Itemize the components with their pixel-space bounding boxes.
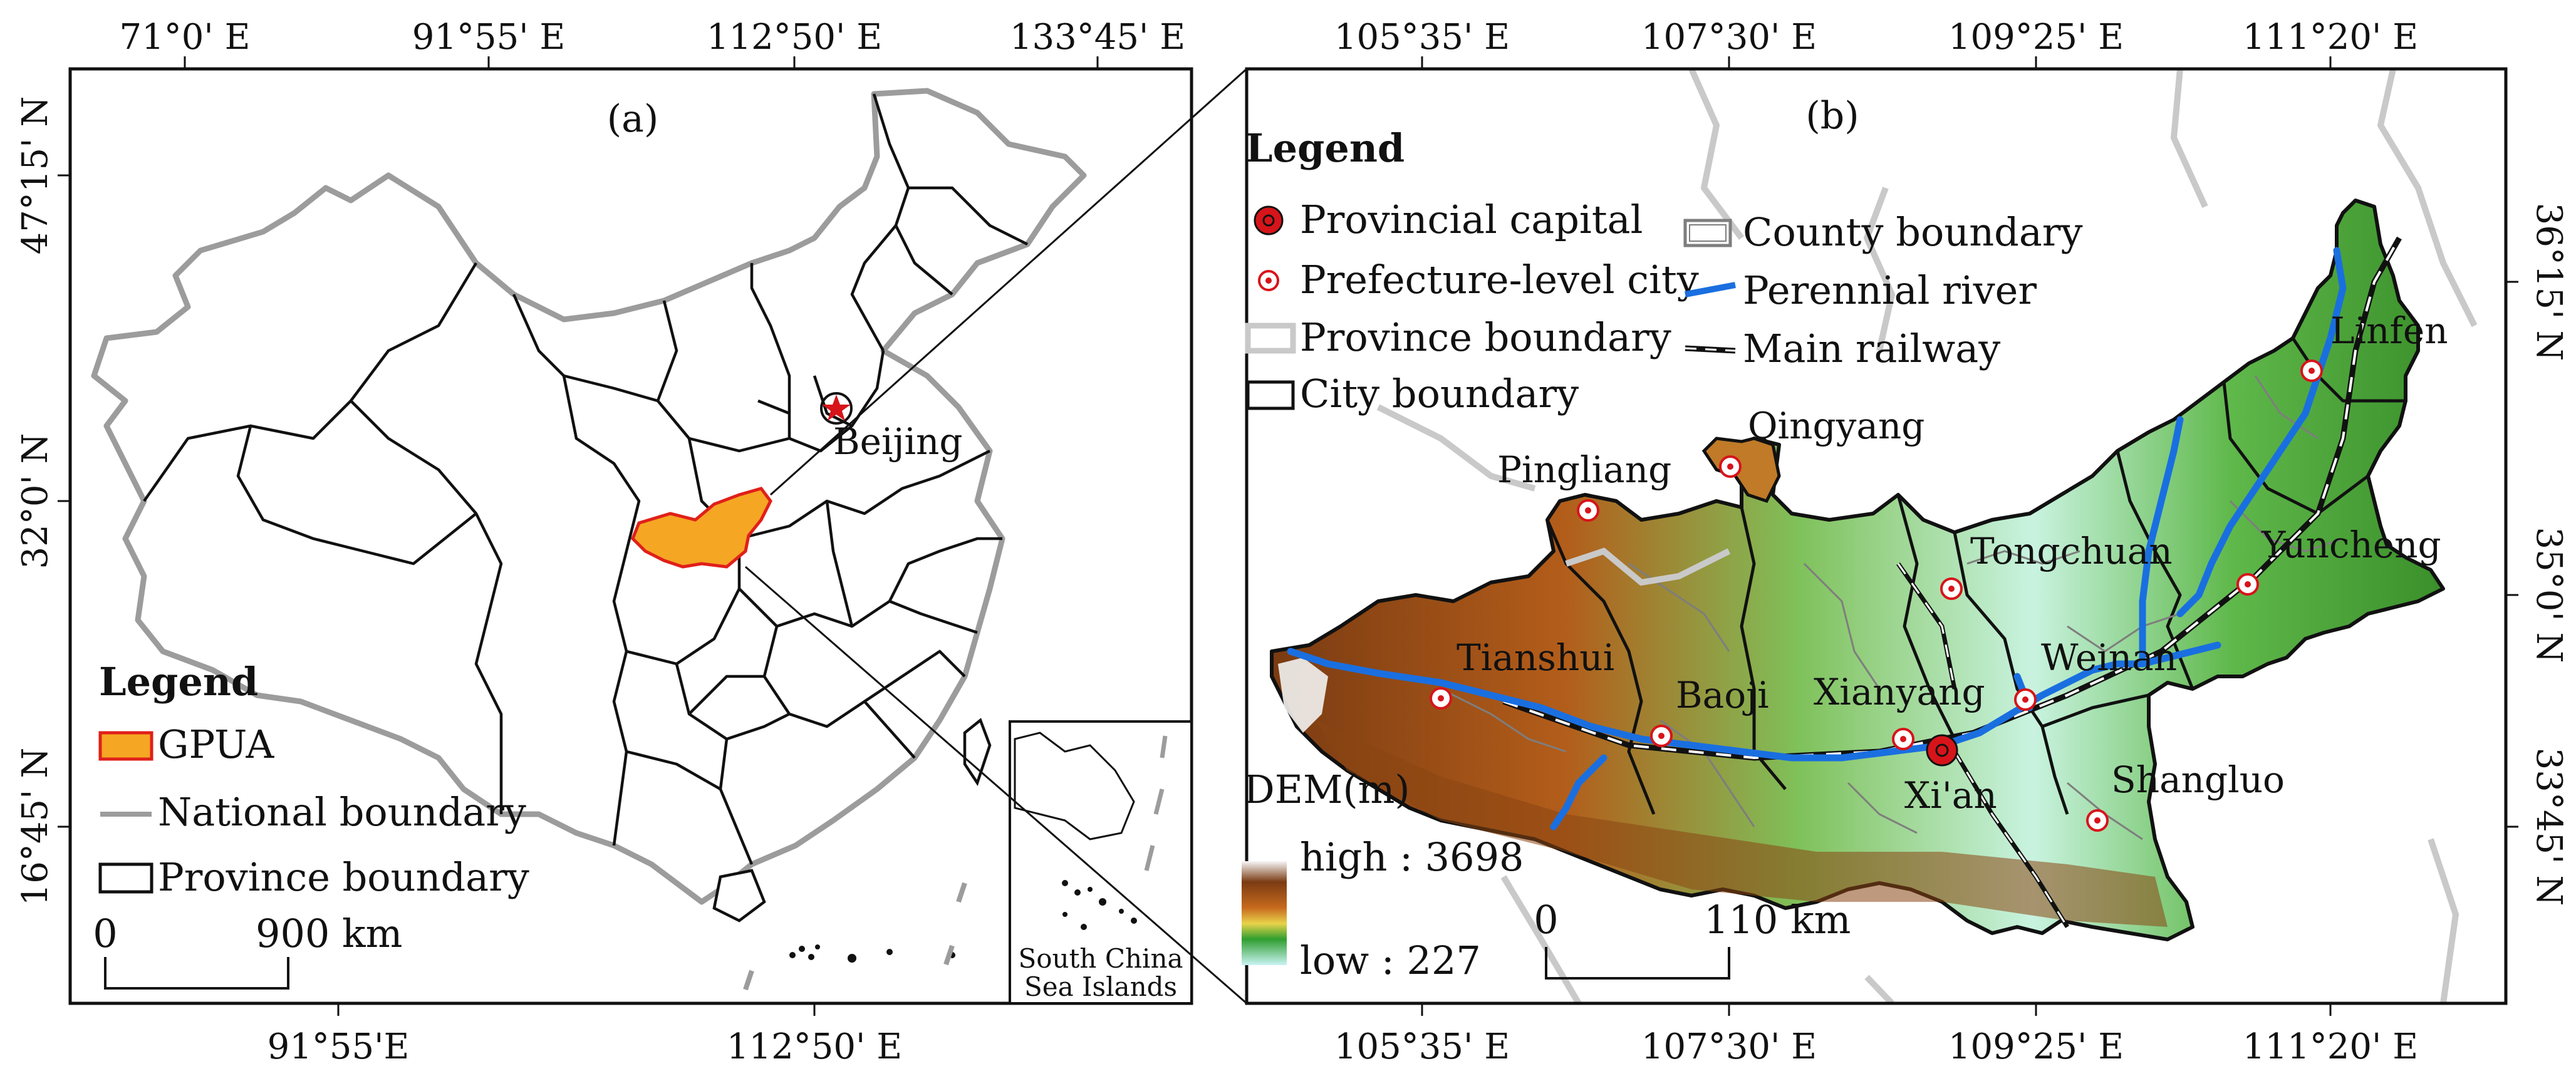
b-top-tick-3: 109°25' E (1948, 17, 2124, 58)
legend-a-item-province: Province boundary (158, 854, 529, 900)
panel-b-label: (b) (1805, 94, 1859, 138)
legend-b-item-city: City boundary (1300, 371, 1579, 416)
legend-b-item-railway: Main railway (1743, 326, 2000, 371)
b-top-tick-2: 107°30' E (1641, 17, 1817, 58)
a-top-tick-3: 112°50' E (707, 17, 882, 58)
a-top-tick-1: 71°0' E (120, 17, 251, 58)
dem-title: DEM(m) (1244, 767, 1410, 812)
panel-a: Beijing (15, 17, 1193, 1067)
main-railway (1502, 236, 2402, 928)
legend-b-item-prefecture: Prefecture-level city (1300, 257, 1699, 303)
a-left-tick-2: 32°0' N (15, 433, 56, 569)
legend-b-item-capital: Provincial capital (1300, 197, 1643, 242)
perennial-rivers (1287, 247, 2347, 830)
dem-high-label: high : 3698 (1300, 834, 1524, 880)
panel-a-scale-bar: 0 900 km (93, 911, 402, 990)
inset-label-line1: South China (1018, 943, 1183, 974)
capital-star-icon (822, 395, 851, 421)
legend-province-swatch (98, 862, 153, 894)
label-tianshui: Tianshui (1457, 636, 1614, 679)
label-qingyang: Qingyang (1748, 405, 1924, 447)
south-china-sea-inset: South China Sea Islands (1009, 720, 1193, 1005)
b-right-tick-3: 33°45' N (2528, 748, 2569, 906)
label-xian: Xi'an (1904, 774, 1997, 817)
legend-a-title: Legend (99, 659, 258, 705)
legend-city-swatch (1246, 380, 1295, 410)
china-national-boundary (91, 88, 1087, 905)
city-boundaries (1545, 337, 2406, 815)
a-bottom-tick-2: 112°50' E (727, 1027, 902, 1067)
xian-capital-marker (1926, 734, 1958, 767)
background-province-boundaries (1376, 69, 2478, 1003)
legend-b-title: Legend (1245, 125, 1405, 171)
legend-a-item-national: National boundary (158, 789, 526, 835)
dem-legend: DEM(m) high : 3698 low : 227 (1242, 767, 1524, 983)
b-bottom-tick-4: 111°20' E (2243, 1027, 2418, 1067)
province-boundaries (143, 93, 1029, 865)
legend-river-swatch (1685, 282, 1736, 297)
scale-a-end: 900 km (256, 911, 402, 956)
a-bottom-tick-1: 91°55'E (267, 1027, 410, 1067)
b-top-tick-4: 111°20' E (2243, 17, 2418, 58)
panel-b-legend: Legend Provincial capital Prefecture-lev… (1245, 125, 2082, 416)
label-yuncheng: Yuncheng (2261, 524, 2441, 566)
dem-low-label: low : 227 (1300, 938, 1481, 983)
legend-a-item-gpua: GPUA (158, 721, 274, 767)
legend-capital-icon (1254, 205, 1284, 235)
label-weinan: Weinan (2041, 636, 2177, 679)
label-shangluo: Shangluo (2111, 758, 2285, 801)
prefecture-cities (1430, 359, 2323, 832)
b-bottom-tick-3: 109°25' E (1948, 1027, 2124, 1067)
a-left-tick-3: 16°45' N (15, 748, 56, 906)
a-top-tick-4: 133°45' E (1010, 17, 1185, 58)
panel-a-legend: Legend GPUA National boundary Province b… (98, 659, 529, 900)
label-tongchuan: Tongchuan (1970, 530, 2173, 572)
a-top-tick-2: 91°55' E (412, 17, 566, 58)
label-linfen: Linfen (2330, 309, 2448, 352)
legend-province-b-swatch (1245, 323, 1296, 354)
gpua-area (631, 487, 772, 569)
scale-b-end: 110 km (1704, 897, 1851, 943)
connector-bottom (745, 566, 1247, 1005)
scale-a-start: 0 (93, 911, 117, 956)
panel-b-scale-bar: 0 110 km (1534, 897, 1851, 980)
legend-b-item-county: County boundary (1743, 209, 2082, 255)
beijing-label: Beijing (833, 420, 963, 463)
dem-color-ramp (1242, 861, 1287, 965)
b-top-tick-1: 105°35' E (1334, 17, 1510, 58)
panel-a-label: (a) (607, 97, 659, 141)
panel-b: (b) (1242, 17, 2569, 1067)
inset-label-line2: Sea Islands (1024, 971, 1177, 1002)
city-labels: Linfen Qingyang Pingliang Tongchuan Yunc… (1457, 309, 2448, 817)
label-baoji: Baoji (1676, 674, 1769, 716)
b-right-tick-1: 36°15' N (2528, 203, 2569, 361)
legend-b-item-province: Province boundary (1300, 314, 1671, 360)
b-right-tick-2: 35°0' N (2528, 527, 2569, 663)
legend-b-item-river: Perennial river (1743, 267, 2037, 313)
legend-gpua-swatch (98, 731, 153, 761)
b-bottom-tick-1: 105°35' E (1334, 1027, 1510, 1067)
label-xianyang: Xianyang (1814, 671, 1985, 713)
a-left-tick-1: 47°15' N (15, 96, 56, 255)
scale-b-start: 0 (1534, 897, 1558, 943)
b-bottom-tick-2: 107°30' E (1641, 1027, 1817, 1067)
label-pingliang: Pingliang (1497, 448, 1671, 491)
connector-top (769, 68, 1248, 496)
